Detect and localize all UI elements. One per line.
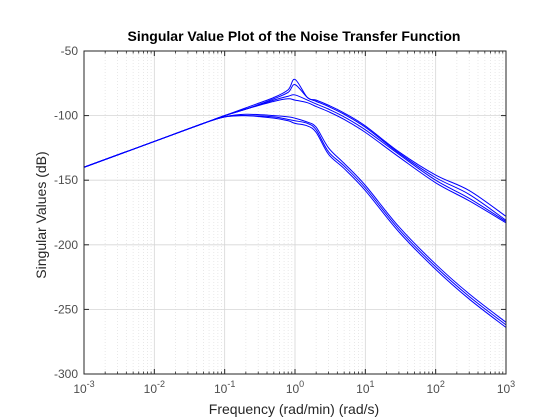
x-tick-exponent: 1 [370,379,375,389]
x-tick-label: 100 [286,379,304,396]
x-tick-label: 10-1 [214,379,235,396]
x-tick-base: 10 [497,382,511,396]
x-tick-exponent: 3 [510,379,515,389]
x-tick-base: 10 [214,382,228,396]
chart-title: Singular Value Plot of the Noise Transfe… [128,28,461,44]
x-tick-base: 10 [144,382,158,396]
x-tick-labels: 10-3 10-2 10-1 100 101 102 103 [73,379,515,396]
x-tick-label: 101 [356,379,374,396]
x-tick-exponent: -3 [87,379,95,389]
y-tick-label: -300 [54,367,78,381]
y-tick-label: -50 [61,44,79,58]
y-tick-label: -100 [54,109,78,123]
y-tick-label: -150 [54,173,78,187]
x-tick-exponent: 2 [440,379,445,389]
series-line-7 [83,115,507,328]
x-axis-label: Frequency (rad/min) (rad/s) [209,401,379,417]
y-tick-labels: -50 -100 -150 -200 -250 -300 [54,44,78,381]
x-tick-label: 10-2 [144,379,165,396]
y-tick-label: -250 [54,302,78,316]
x-tick-label: 103 [497,379,515,396]
x-tick-label: 102 [426,379,444,396]
x-tick-base: 10 [286,382,300,396]
x-tick-exponent: -1 [227,379,235,389]
x-tick-base: 10 [426,382,440,396]
y-axis-label: Singular Values (dB) [33,151,49,278]
x-tick-exponent: -2 [157,379,165,389]
y-tick-label: -200 [54,238,78,252]
x-tick-base: 10 [73,382,87,396]
series-line-4 [83,98,507,224]
x-tick-base: 10 [356,382,370,396]
series-lines [83,78,507,328]
x-tick-exponent: 0 [299,379,304,389]
x-tick-label: 10-3 [73,379,94,396]
tick-marks [83,50,507,375]
